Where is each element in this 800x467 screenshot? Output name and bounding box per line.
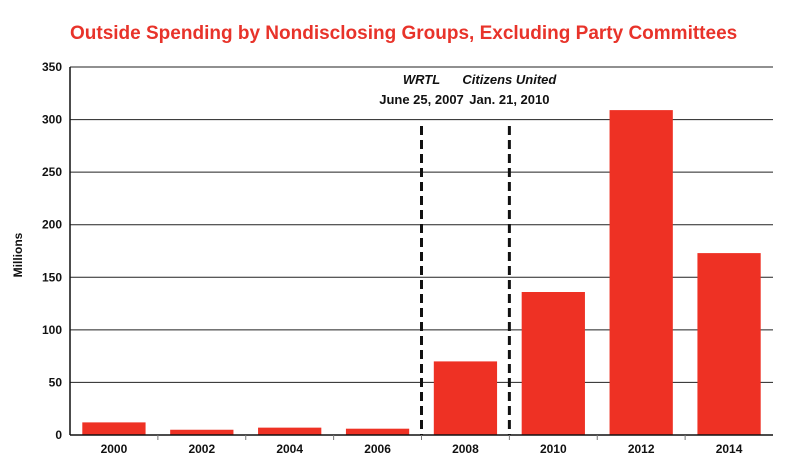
annotations: WRTL June 25, 2007 Citizens United Jan. 21,… bbox=[379, 72, 557, 435]
bar-2002 bbox=[170, 429, 234, 435]
bar-2012 bbox=[609, 110, 673, 435]
x-tick-label: 2014 bbox=[716, 442, 743, 456]
y-tick-label: 300 bbox=[42, 113, 62, 127]
y-axis-label: Millions bbox=[11, 232, 25, 277]
x-tick-label: 2010 bbox=[540, 442, 567, 456]
x-tick-label: 2000 bbox=[101, 442, 128, 456]
bar-2004 bbox=[258, 427, 322, 435]
bar-2010 bbox=[521, 292, 585, 435]
bar-2000 bbox=[82, 422, 146, 435]
event-name: WRTL bbox=[403, 72, 440, 87]
event-date: Jan. 21, 2010 bbox=[469, 92, 549, 107]
event-name: Citizens United bbox=[462, 72, 557, 87]
bar-2008 bbox=[433, 361, 498, 435]
x-tick-label: 2006 bbox=[364, 442, 391, 456]
x-tick-label: 2002 bbox=[188, 442, 215, 456]
bar-2006 bbox=[345, 428, 410, 435]
event-date: June 25, 2007 bbox=[379, 92, 464, 107]
y-tick-label: 0 bbox=[55, 428, 62, 442]
x-tick-label: 2008 bbox=[452, 442, 479, 456]
x-tick-label: 2012 bbox=[628, 442, 655, 456]
bar-2014 bbox=[697, 253, 761, 435]
axes: 0 50 100 150 200 250 300 350 2000 2002 2004 2006 200… bbox=[42, 60, 773, 456]
x-tick-label: 2004 bbox=[276, 442, 303, 456]
y-tick-label: 100 bbox=[42, 323, 62, 337]
y-tick-label: 350 bbox=[42, 60, 62, 74]
y-tick-label: 200 bbox=[42, 218, 62, 232]
chart-title: Outside Spending by Nondisclosing Groups… bbox=[70, 23, 737, 44]
y-tick-label: 150 bbox=[42, 270, 62, 284]
bars bbox=[82, 110, 761, 435]
y-tick-label: 250 bbox=[42, 165, 62, 179]
y-tick-label: 50 bbox=[49, 375, 63, 389]
